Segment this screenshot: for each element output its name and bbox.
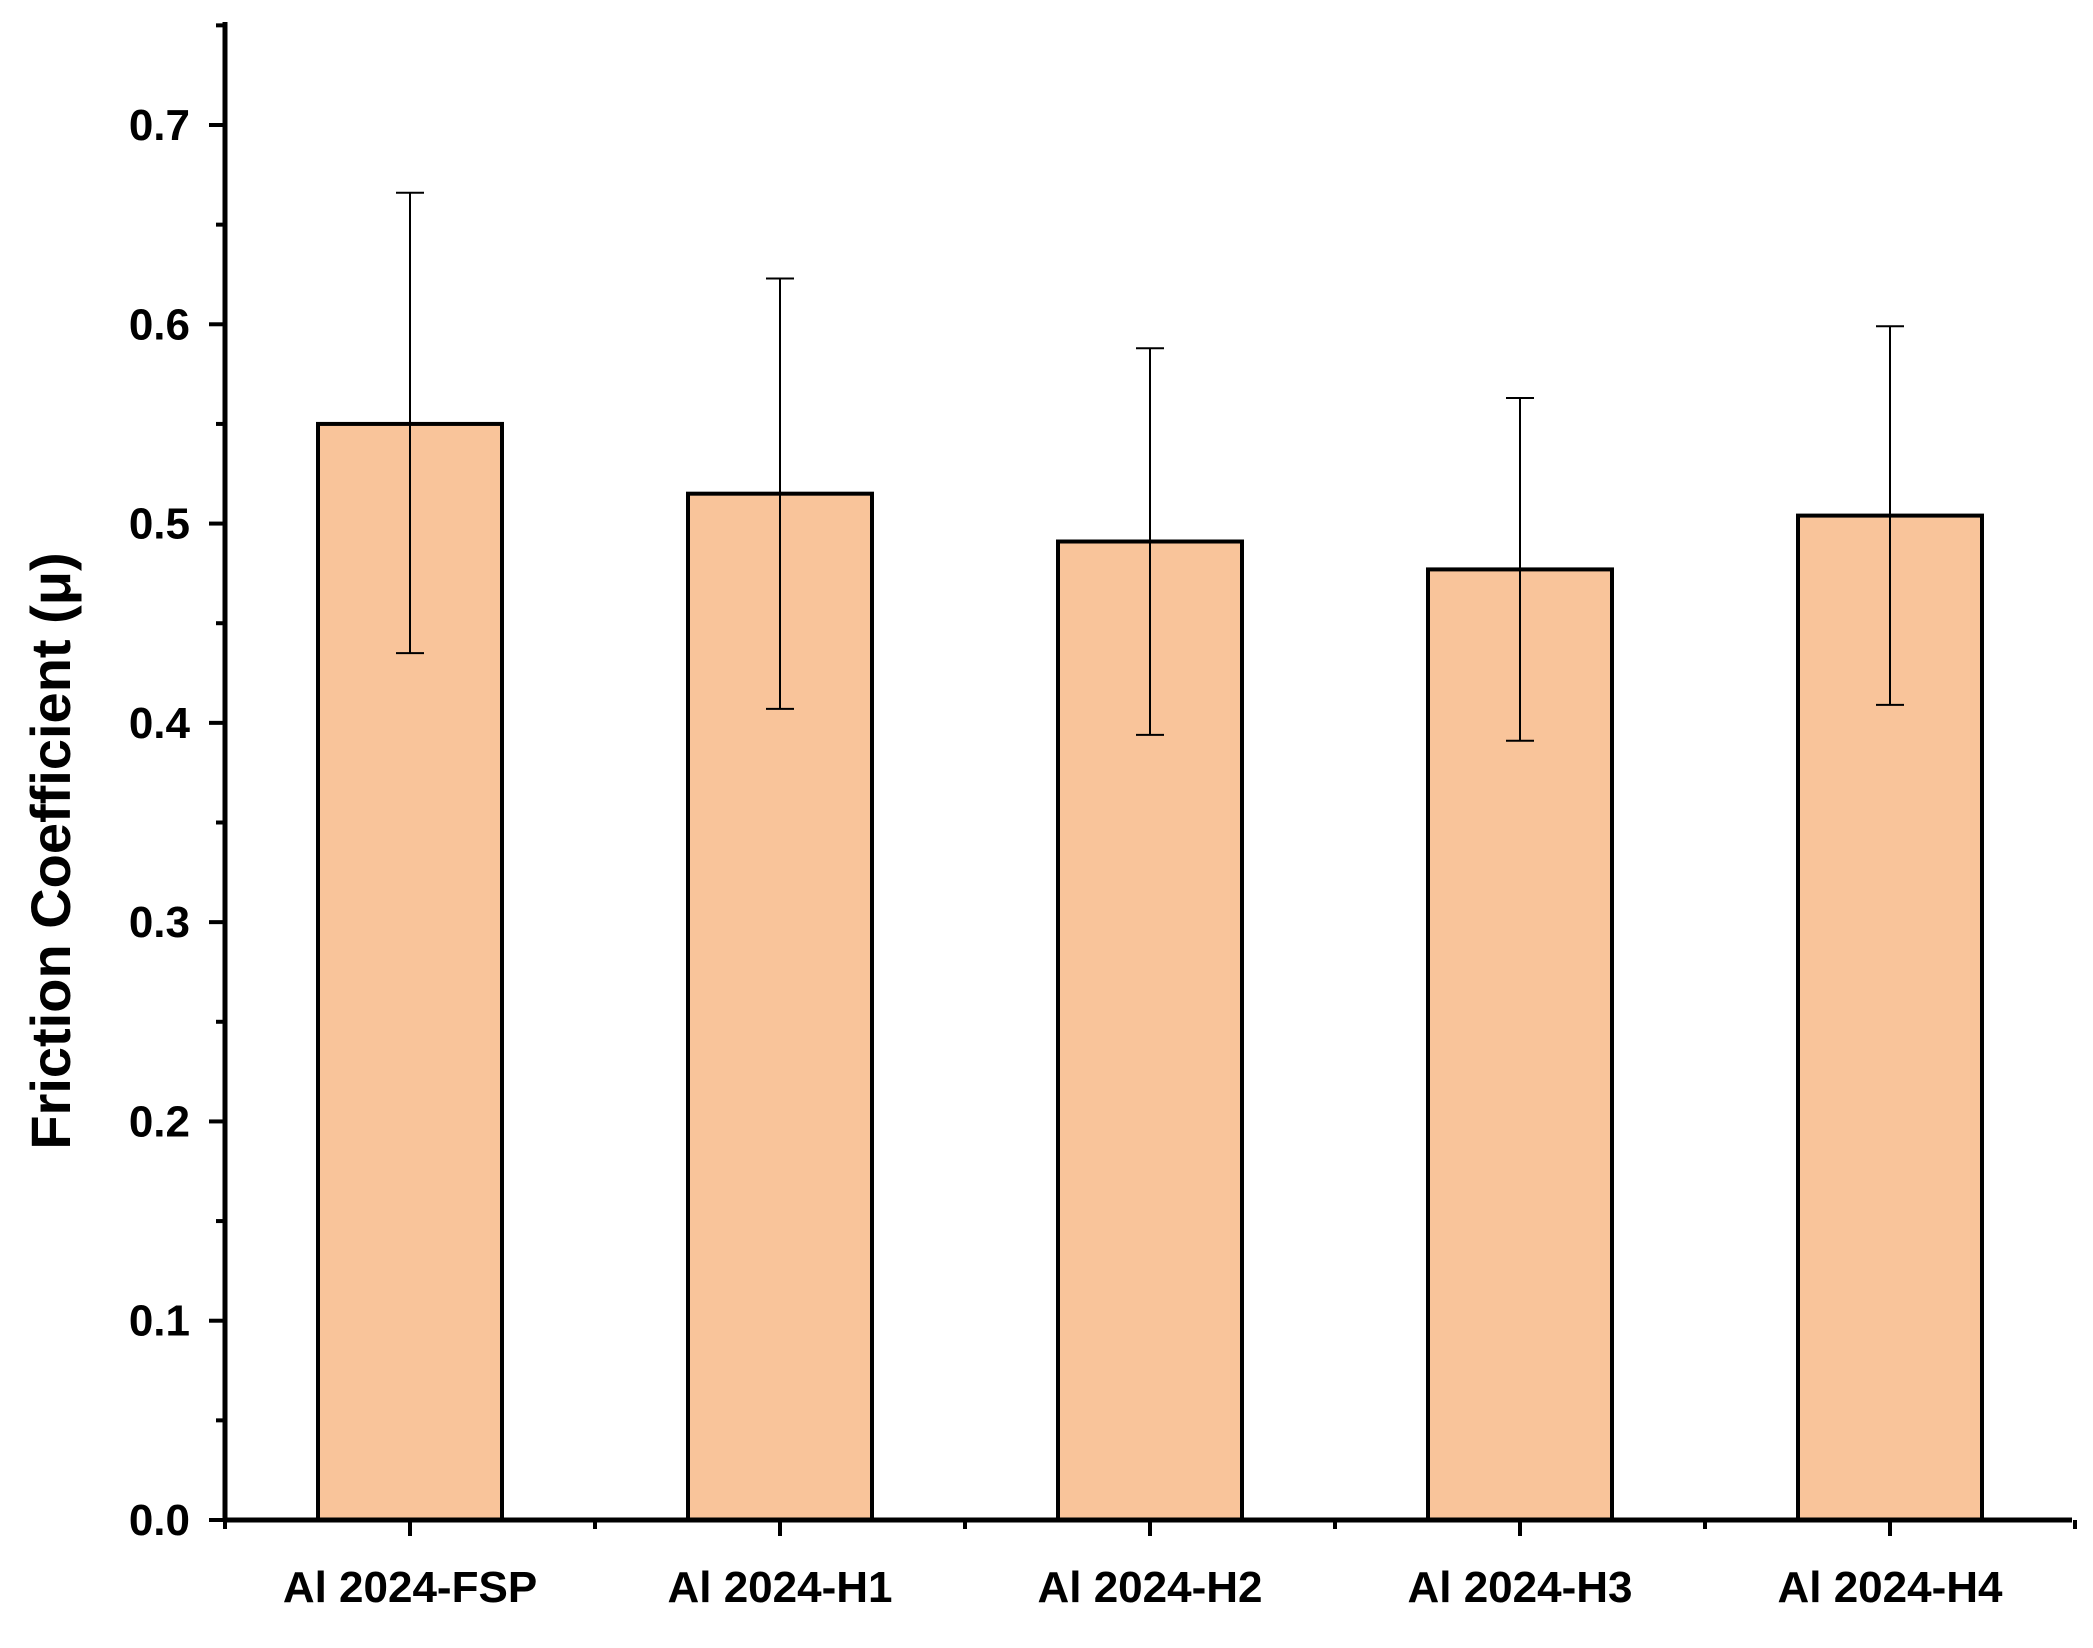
y-tick-label-0: 0.0 (129, 1496, 190, 1545)
y-ticks-layer: 0.0 0.1 0.2 0.3 0.4 0.5 0.6 0.7 (129, 23, 225, 1545)
y-tick-label-1: 0.1 (129, 1297, 190, 1346)
y-axis-title: Friction Coefficient (μ) (19, 552, 82, 1149)
axes-layer (222, 22, 2072, 1523)
error-bars-layer (396, 191, 1904, 742)
x-tick-label-4: Al 2024-H3 (1407, 1563, 1632, 1612)
y-tick-label-2: 0.2 (129, 1097, 190, 1146)
y-tick-label-4: 0.4 (129, 699, 191, 748)
y-tick-label-6: 0.6 (129, 300, 190, 349)
x-tick-label-3: Al 2024-H2 (1037, 1563, 1262, 1612)
y-tick-label-7: 0.7 (129, 101, 190, 150)
y-tick-label-5: 0.5 (129, 500, 190, 549)
x-tick-label-1: Al 2024-FSP (283, 1563, 537, 1612)
x-ticks-layer: Al 2024-FSP Al 2024-H1 Al 2024-H2 Al 2024-H… (223, 1520, 2077, 1612)
y-tick-label-3: 0.3 (129, 898, 190, 947)
x-tick-label-2: Al 2024-H1 (667, 1563, 892, 1612)
x-tick-label-5: Al 2024-H4 (1777, 1563, 2003, 1612)
